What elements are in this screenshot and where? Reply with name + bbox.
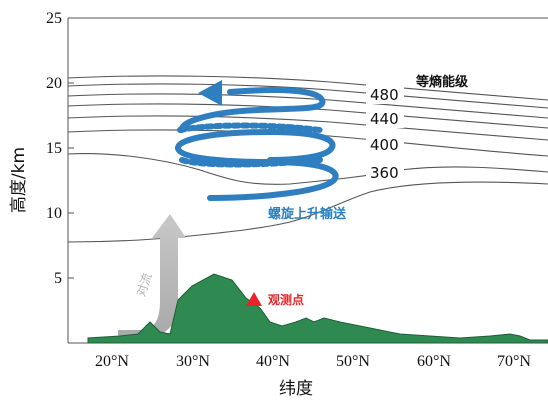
y-axis-title: 高度/km xyxy=(9,147,29,213)
x-tick-label: 40°N xyxy=(256,353,290,370)
x-tick-label: 30°N xyxy=(176,353,210,370)
isentrope-lines xyxy=(67,75,548,243)
y-tick-label: 5 xyxy=(54,270,62,287)
x-tick-label: 50°N xyxy=(336,353,370,370)
isentrope-label-group xyxy=(366,84,404,182)
observation-point-label: 观测点 xyxy=(268,292,304,307)
convection-label: 对流 xyxy=(134,271,155,298)
convection-arrow xyxy=(118,214,186,338)
spiral-annotation: 螺旋上升输送 xyxy=(268,206,347,222)
y-tick-marks xyxy=(68,17,74,279)
isentrope-legend-label: 等熵能级 xyxy=(415,74,469,90)
isentrope-label-360: 360 xyxy=(370,164,399,182)
x-tick-label: 20°N xyxy=(95,353,129,370)
x-tick-label: 70°N xyxy=(497,353,531,370)
x-axis-title: 纬度 xyxy=(279,379,313,399)
spiral-ascent-arrow xyxy=(175,87,339,201)
isentrope-label-480: 480 xyxy=(370,86,399,104)
y-tick-label: 25 xyxy=(46,10,62,27)
isentrope-label-440: 440 xyxy=(370,110,399,128)
spiral-arrowhead xyxy=(198,80,222,106)
y-tick-label: 10 xyxy=(46,205,62,222)
terrain-profile xyxy=(87,273,548,344)
y-tick-label: 15 xyxy=(46,140,62,157)
observation-point-marker xyxy=(246,292,262,306)
y-tick-label: 20 xyxy=(46,75,62,92)
x-tick-label: 60°N xyxy=(417,353,451,370)
isentrope-label-400: 400 xyxy=(370,136,399,154)
